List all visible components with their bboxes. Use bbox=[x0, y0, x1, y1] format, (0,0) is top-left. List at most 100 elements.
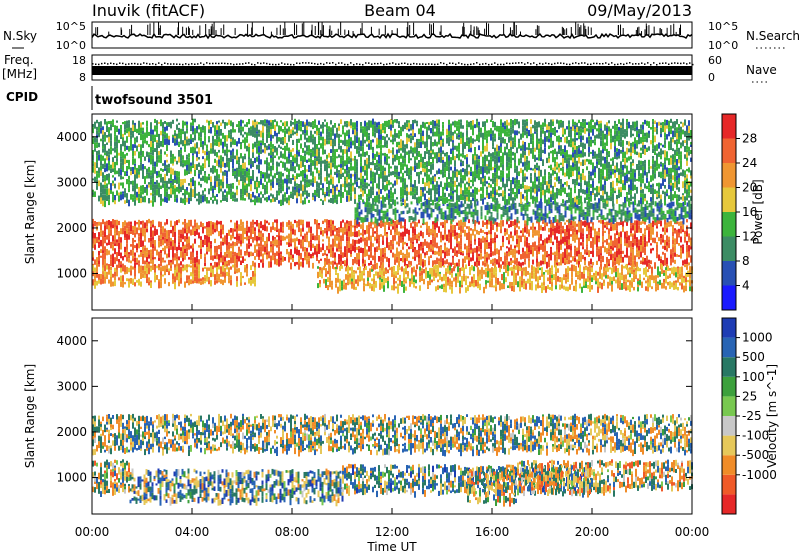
colorbar-segment bbox=[722, 212, 736, 237]
nave-point bbox=[677, 62, 679, 65]
nave-point bbox=[410, 63, 412, 66]
y-tick-label: 1000 bbox=[56, 267, 87, 281]
nave-point bbox=[125, 63, 127, 66]
nave-point bbox=[533, 62, 535, 64]
nave-point bbox=[413, 62, 415, 65]
nave-point bbox=[668, 63, 670, 66]
colorbar-segment bbox=[722, 163, 736, 188]
nave-point bbox=[245, 62, 247, 64]
nave-point bbox=[497, 63, 499, 66]
nave-point bbox=[470, 63, 472, 66]
nave-point bbox=[143, 62, 145, 64]
nave-point bbox=[161, 63, 163, 66]
nave-point bbox=[341, 62, 343, 64]
nave-point bbox=[482, 63, 484, 65]
nave-point bbox=[551, 63, 553, 66]
nave-point bbox=[215, 62, 217, 65]
nave-point bbox=[491, 63, 493, 66]
nave-point bbox=[671, 62, 673, 65]
nave-point bbox=[626, 62, 628, 65]
nave-point bbox=[680, 62, 682, 65]
power-panel-band-0 bbox=[92, 218, 692, 272]
nave-point bbox=[371, 63, 373, 65]
colorbar-segment bbox=[722, 357, 736, 377]
nave-point bbox=[374, 62, 376, 65]
nave-point bbox=[362, 63, 364, 66]
colorbar-segment bbox=[722, 114, 736, 139]
x-tick-label: 00:00 bbox=[75, 525, 110, 539]
velocity-colorbar: 1000 500 100 25 -25 -100 -500 -1000 bbox=[721, 317, 777, 515]
x-tick-label: 00:00 bbox=[675, 525, 710, 539]
colorbar-tick-label: 16 bbox=[742, 205, 757, 219]
y-tick-label: 4000 bbox=[56, 130, 87, 144]
nave-point bbox=[113, 62, 115, 65]
nave-point bbox=[314, 62, 316, 65]
nave-point bbox=[104, 62, 106, 64]
nave-point bbox=[587, 63, 589, 66]
colorbar-tick-label: -1000 bbox=[742, 468, 777, 482]
x-tick-label: 12:00 bbox=[375, 525, 410, 539]
nave-point bbox=[320, 62, 322, 65]
nave-point bbox=[299, 62, 301, 65]
nave-point bbox=[119, 62, 121, 64]
nave-point bbox=[692, 63, 694, 66]
y-tick-label: 3000 bbox=[56, 175, 87, 189]
nave-point bbox=[641, 62, 643, 64]
nave-point bbox=[191, 63, 193, 65]
nave-point bbox=[155, 63, 157, 66]
freq-label: Freq. bbox=[4, 53, 34, 67]
nave-point bbox=[275, 63, 277, 66]
nave-point bbox=[503, 63, 505, 66]
nave-point bbox=[239, 63, 241, 65]
nave-point bbox=[131, 62, 133, 65]
nave-point bbox=[572, 62, 574, 65]
nave-point bbox=[425, 63, 427, 66]
nave-point bbox=[422, 63, 424, 65]
velocity-y-axis-label: Slant Range [km] bbox=[23, 364, 37, 468]
sky-left-tick-bottom: 10^0 bbox=[56, 39, 86, 52]
nave-point bbox=[233, 63, 235, 66]
nave-point bbox=[473, 63, 475, 65]
nave-point bbox=[647, 62, 649, 64]
nave-point bbox=[332, 62, 334, 64]
nave-point bbox=[527, 62, 529, 64]
nave-point bbox=[203, 63, 205, 66]
vel-panel-band-1 bbox=[92, 459, 130, 497]
freq-left-tick-top: 18 bbox=[72, 54, 86, 67]
colorbar-segment bbox=[722, 138, 736, 163]
nave-point bbox=[206, 62, 208, 64]
nave-point bbox=[347, 63, 349, 66]
cpid-label: CPID bbox=[6, 90, 38, 104]
nave-point bbox=[446, 63, 448, 66]
nave-right-tick-top: 60 bbox=[708, 54, 722, 67]
nave-point bbox=[467, 63, 469, 66]
nave-point bbox=[662, 62, 664, 65]
y-tick-label: 4000 bbox=[56, 334, 87, 348]
colorbar-tick-label: 100 bbox=[742, 370, 765, 384]
nave-point bbox=[419, 63, 421, 65]
nave-point bbox=[221, 62, 223, 65]
nave-point bbox=[287, 63, 289, 65]
colorbar-segment bbox=[722, 261, 736, 286]
nave-point bbox=[194, 63, 196, 66]
nave-point bbox=[122, 62, 124, 65]
colorbar-tick-label: 24 bbox=[742, 156, 757, 170]
nave-point bbox=[620, 62, 622, 65]
nave-point bbox=[146, 62, 148, 65]
colorbar-tick-label: 500 bbox=[742, 350, 765, 364]
nave-point bbox=[263, 62, 265, 64]
freq-units-label: [MHz] bbox=[2, 67, 37, 81]
nave-point bbox=[416, 63, 418, 65]
nave-point bbox=[197, 63, 199, 65]
nave-point bbox=[95, 63, 97, 66]
nave-point bbox=[575, 62, 577, 64]
colorbar-segment bbox=[722, 416, 736, 436]
nave-point bbox=[443, 62, 445, 65]
nave-point bbox=[458, 62, 460, 64]
power-panel-band-4 bbox=[92, 118, 692, 208]
nave-point bbox=[167, 63, 169, 65]
nave-point bbox=[152, 62, 154, 65]
power-y-axis: 1000 2000 3000 4000 bbox=[56, 130, 692, 281]
nave-point bbox=[164, 62, 166, 64]
nave-point bbox=[359, 63, 361, 66]
